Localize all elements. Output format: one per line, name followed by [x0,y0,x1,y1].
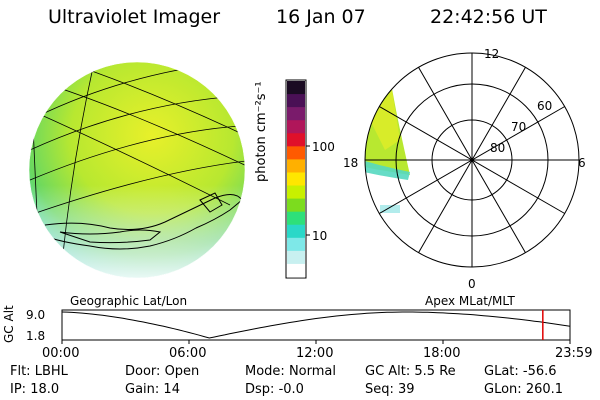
colorbar-unit-label: photon cm⁻²s⁻¹ [254,81,269,182]
time-tick-0600: 06:00 [169,346,207,361]
right-panel-label: Apex MLat/MLT [425,294,515,308]
apex-polar-panel [364,52,580,268]
status-glon: GLon: 260.1 [484,382,564,397]
status-door: Door: Open [125,364,200,379]
altitude-plot-frame [61,309,571,341]
colorbar-band [287,263,305,278]
polar-grid [364,52,580,268]
colorbar-band [287,159,305,174]
colorbar-band [287,250,305,265]
time-tick-1200: 12:00 [296,346,334,361]
time-tick-0000: 00:00 [42,346,80,361]
colorbar-band [287,133,305,147]
status-seq: Seq: 39 [365,382,415,397]
colorbar-band [287,198,305,213]
geographic-image-panel [28,61,246,279]
status-filter: Flt: LBHL [10,364,68,379]
colorbar-band [287,81,305,95]
status-ip: IP: 18.0 [10,382,60,397]
status-gain: Gain: 14 [125,382,180,397]
altitude-ytick-max: 9.0 [26,308,46,322]
colorbar-band [287,224,305,239]
mlt-label-12: 12 [484,47,500,61]
colorbar-band [287,172,305,187]
aurora-dim-region [29,185,245,278]
status-glat: GLat: -56.6 [484,364,557,379]
colorbar-band [287,237,305,252]
status-dsp: Dsp: -0.0 [245,382,304,397]
mlt-label-0: 0 [468,277,476,291]
altitude-plot [61,309,571,344]
altitude-curve [61,311,571,339]
intensity-colorbar [285,79,310,279]
mlat-label-60: 60 [537,99,553,113]
colorbar-band [287,107,305,121]
time-label: 22:42:56 UT [430,6,547,28]
colorbar-band [287,120,305,134]
mlat-label-80: 80 [490,141,506,155]
colorbar-tick-100: 100 [312,140,335,154]
colorbar-tick-10: 10 [312,229,328,243]
instrument-title: Ultraviolet Imager [48,6,221,28]
colorbar-band [287,146,305,160]
status-gc-alt: GC Alt: 5.5 Re [365,364,456,379]
mlt-label-18: 18 [343,156,359,170]
time-tick-1800: 18:00 [423,346,461,361]
status-mode: Mode: Normal [245,364,336,379]
altitude-ytick-min: 1.8 [26,329,46,343]
date-label: 16 Jan 07 [276,6,366,28]
mlat-label-70: 70 [511,120,527,134]
mlt-label-6: 6 [578,156,586,170]
colorbar-band [287,185,305,200]
colorbar-band [287,211,305,226]
left-panel-label: Geographic Lat/Lon [70,294,188,308]
time-tick-2359: 23:59 [555,346,593,361]
colorbar-band [287,94,305,108]
altitude-ylabel: GC Alt [2,305,16,343]
